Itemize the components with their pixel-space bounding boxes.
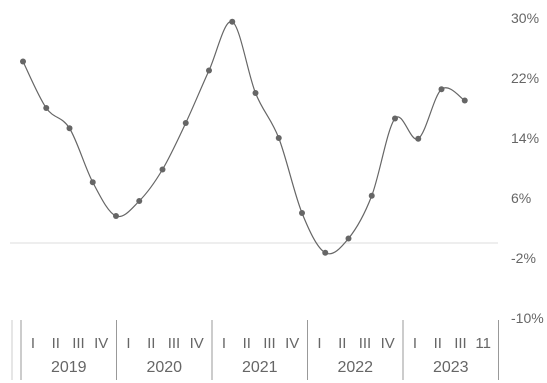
data-point bbox=[20, 58, 26, 65]
quarter-label: I bbox=[413, 335, 417, 352]
quarter-label: II bbox=[243, 335, 251, 352]
data-point bbox=[229, 18, 236, 25]
y-tick-label: 14% bbox=[511, 130, 539, 146]
y-axis-labels: 30% 22% 14% 6% -2% -10% bbox=[511, 10, 544, 326]
data-point bbox=[368, 192, 375, 199]
data-point bbox=[252, 90, 259, 96]
data-point bbox=[66, 125, 73, 132]
y-tick-label: -10% bbox=[511, 310, 544, 326]
point-layer bbox=[20, 18, 468, 256]
y-tick-label: -2% bbox=[511, 250, 536, 266]
data-point bbox=[345, 235, 352, 242]
data-point bbox=[182, 120, 189, 126]
data-point bbox=[392, 115, 398, 122]
series-line bbox=[22, 21, 466, 255]
quarter-label: I bbox=[126, 335, 130, 352]
year-label: 2021 bbox=[242, 359, 278, 376]
data-point bbox=[438, 86, 445, 93]
data-point bbox=[113, 213, 119, 219]
year-label: 2023 bbox=[433, 359, 469, 376]
year-label: 2022 bbox=[337, 359, 373, 376]
quarter-label: I bbox=[222, 335, 226, 352]
quarter-label: III bbox=[168, 335, 181, 352]
data-point bbox=[43, 105, 50, 111]
quarter-label: III bbox=[359, 335, 372, 352]
quarter-label: IV bbox=[190, 335, 204, 352]
y-tick-label: 6% bbox=[511, 190, 531, 206]
y-tick-label: 22% bbox=[511, 70, 539, 86]
quarter-label: II bbox=[338, 335, 346, 352]
quarter-label: I bbox=[31, 335, 35, 352]
quarter-label: III bbox=[263, 335, 276, 352]
quarter-label: III bbox=[72, 335, 85, 352]
data-point bbox=[136, 198, 143, 204]
quarter-label: II bbox=[434, 335, 442, 352]
data-point bbox=[461, 97, 468, 104]
quarter-label: IV bbox=[94, 335, 108, 352]
data-point bbox=[415, 135, 422, 142]
data-point bbox=[89, 179, 96, 186]
data-point bbox=[299, 210, 305, 216]
data-point bbox=[275, 135, 282, 141]
data-point bbox=[322, 249, 329, 256]
quarter-label: 11 bbox=[475, 335, 491, 352]
quarter-label: IV bbox=[285, 335, 299, 352]
quarter-label: I bbox=[317, 335, 321, 352]
data-point bbox=[206, 67, 212, 74]
line-layer bbox=[22, 21, 466, 255]
data-point bbox=[159, 166, 166, 173]
quarter-label: II bbox=[52, 335, 60, 352]
quarter-label: IV bbox=[381, 335, 395, 352]
year-label: 2020 bbox=[146, 359, 182, 376]
year-label: 2019 bbox=[51, 359, 87, 376]
quarter-label: II bbox=[147, 335, 155, 352]
quarter-label: III bbox=[454, 335, 467, 352]
y-tick-label: 30% bbox=[511, 10, 539, 26]
